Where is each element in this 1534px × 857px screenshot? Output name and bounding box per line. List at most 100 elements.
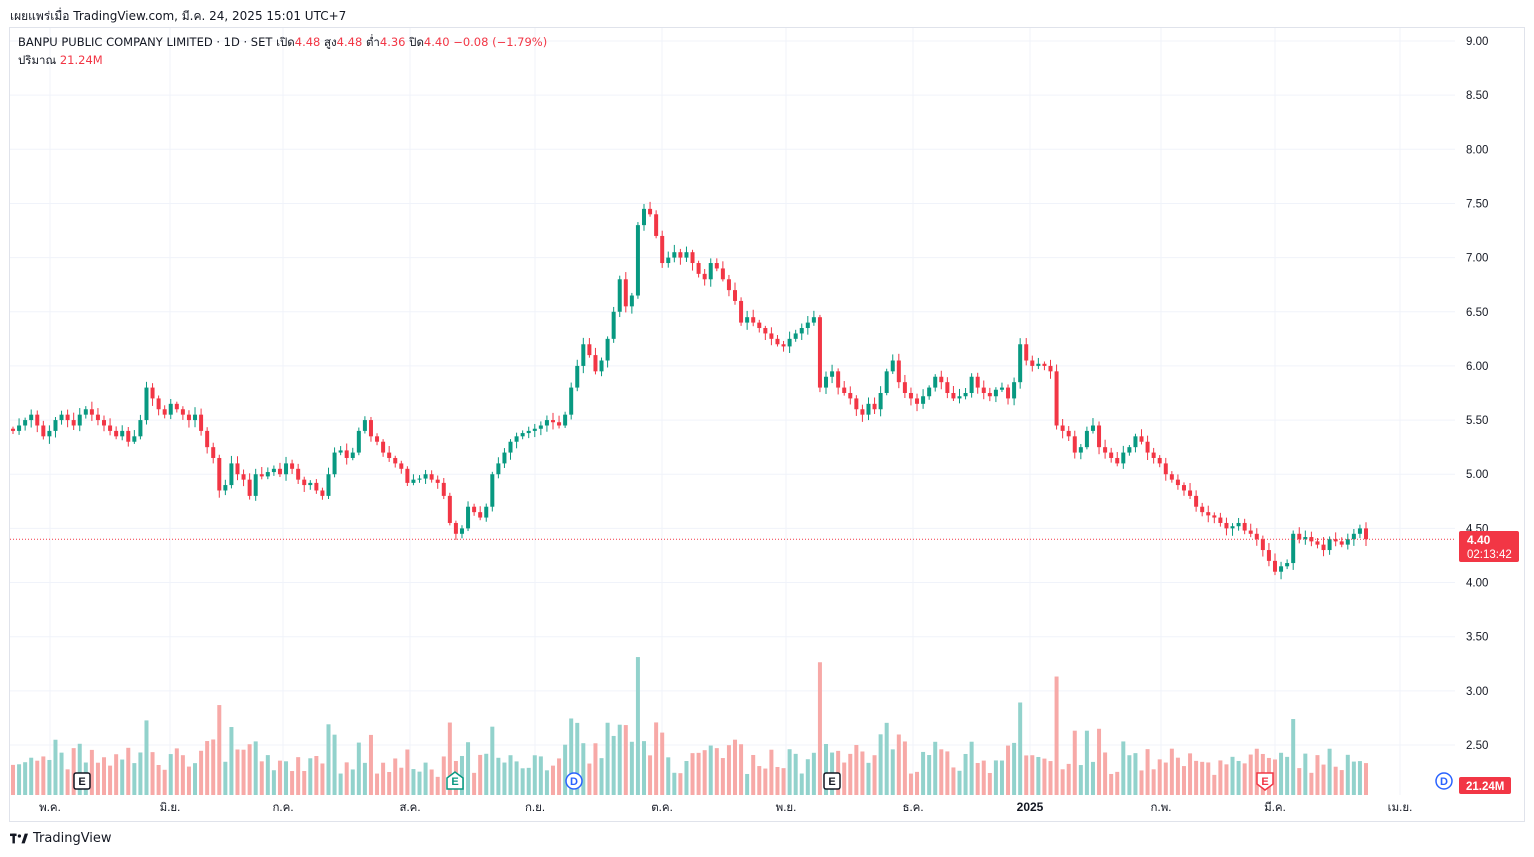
candle-body bbox=[1297, 533, 1302, 540]
candle-body bbox=[1127, 447, 1132, 453]
candle-body bbox=[186, 414, 191, 421]
volume-bar bbox=[65, 769, 70, 795]
volume-bar bbox=[1169, 748, 1174, 795]
candle-body bbox=[587, 344, 592, 356]
volume-bar bbox=[362, 762, 367, 795]
volume-bar bbox=[581, 743, 586, 795]
candle-body bbox=[1012, 382, 1017, 399]
volume-bar bbox=[623, 725, 628, 795]
volume-bar bbox=[635, 657, 640, 795]
volume-bar bbox=[241, 749, 246, 795]
volume-bar bbox=[144, 720, 149, 795]
volume-bar bbox=[1097, 728, 1102, 795]
volume-bar bbox=[726, 745, 731, 795]
candle-body bbox=[77, 414, 82, 426]
candle-body bbox=[1188, 490, 1193, 496]
volume-bar bbox=[1139, 770, 1144, 795]
volume-bar bbox=[775, 766, 780, 795]
volume-bar bbox=[1272, 759, 1277, 795]
candle-body bbox=[1230, 526, 1235, 529]
candle-body bbox=[939, 376, 944, 383]
volume-bar bbox=[805, 759, 810, 795]
volume-value: 21.24M bbox=[59, 53, 103, 67]
earnings-marker-icon[interactable]: E bbox=[446, 771, 464, 790]
volume-bars bbox=[11, 657, 1368, 795]
candle-body bbox=[1121, 452, 1126, 464]
volume-bar bbox=[95, 762, 100, 795]
candle-body bbox=[265, 472, 270, 477]
candle-body bbox=[757, 322, 762, 329]
candle-body bbox=[1054, 371, 1059, 426]
candle-body bbox=[842, 387, 847, 393]
volume-bar bbox=[114, 754, 119, 795]
candle-body bbox=[466, 506, 471, 529]
volume-bar bbox=[259, 761, 264, 795]
volume-bar bbox=[690, 753, 695, 795]
candle-body bbox=[1321, 544, 1326, 551]
candle-body bbox=[1303, 537, 1308, 540]
candle-body bbox=[211, 447, 216, 458]
earnings-marker-icon[interactable]: E bbox=[823, 772, 841, 790]
candle-body bbox=[987, 393, 992, 397]
candle-body bbox=[805, 322, 810, 329]
open-label: เปิด bbox=[276, 35, 295, 49]
volume-bar bbox=[284, 761, 289, 795]
earnings-marker-icon[interactable]: E bbox=[1256, 772, 1274, 791]
volume-bar bbox=[41, 756, 46, 795]
candle-body bbox=[733, 290, 738, 301]
candle-body bbox=[635, 225, 640, 296]
volume-bar bbox=[951, 767, 956, 795]
volume-bar bbox=[502, 762, 507, 795]
y-tick-label: 6.00 bbox=[1466, 361, 1488, 373]
volume-bar bbox=[672, 772, 677, 795]
dividend-marker-icon[interactable]: D bbox=[565, 772, 583, 790]
volume-bar bbox=[47, 759, 52, 795]
candle-body bbox=[1060, 425, 1065, 431]
volume-bar bbox=[29, 757, 34, 795]
x-tick-label: ก.ย. bbox=[525, 802, 545, 814]
candle-body bbox=[569, 387, 574, 415]
volume-bar bbox=[739, 744, 744, 795]
volume-bar bbox=[53, 739, 58, 795]
candle-body bbox=[156, 398, 161, 410]
volume-bar bbox=[271, 770, 276, 795]
volume-bar bbox=[799, 773, 804, 795]
volume-bar bbox=[745, 773, 750, 795]
candle-body bbox=[902, 382, 907, 393]
candle-body bbox=[259, 474, 264, 477]
volume-bar bbox=[714, 748, 719, 795]
footer-brand[interactable]: TradingView bbox=[10, 831, 112, 846]
candle-body bbox=[836, 371, 841, 388]
volume-bar bbox=[842, 762, 847, 795]
volume-bar bbox=[975, 762, 980, 795]
volume-bar bbox=[1151, 769, 1156, 795]
candle-body bbox=[1218, 517, 1223, 523]
volume-bar bbox=[1030, 755, 1035, 795]
candle-body bbox=[581, 344, 586, 366]
candle-body bbox=[344, 450, 349, 458]
candle-body bbox=[981, 387, 986, 393]
volume-bar bbox=[217, 705, 222, 795]
x-tick-label: ส.ค. bbox=[399, 802, 420, 814]
price-badge-value: 4.40 bbox=[1467, 533, 1491, 547]
candle-body bbox=[690, 252, 695, 264]
candle-body bbox=[423, 474, 428, 479]
candle-body bbox=[271, 468, 276, 473]
volume-bar bbox=[314, 755, 319, 795]
candle-body bbox=[132, 436, 137, 442]
volume-bar bbox=[459, 755, 464, 795]
volume-bar bbox=[447, 722, 452, 795]
dividend-marker-icon[interactable]: D bbox=[1435, 772, 1453, 790]
volume-bar bbox=[320, 763, 325, 795]
volume-bar bbox=[277, 760, 282, 795]
y-tick-label: 8.00 bbox=[1466, 144, 1488, 156]
volume-bar bbox=[1145, 749, 1150, 795]
high-label: สูง bbox=[324, 35, 337, 49]
volume-bar bbox=[381, 762, 386, 795]
volume-bar bbox=[1121, 741, 1126, 795]
candle-body bbox=[866, 403, 871, 415]
earnings-marker-icon[interactable]: E bbox=[73, 772, 91, 790]
candle-body bbox=[781, 344, 786, 347]
candle-body bbox=[648, 208, 653, 215]
